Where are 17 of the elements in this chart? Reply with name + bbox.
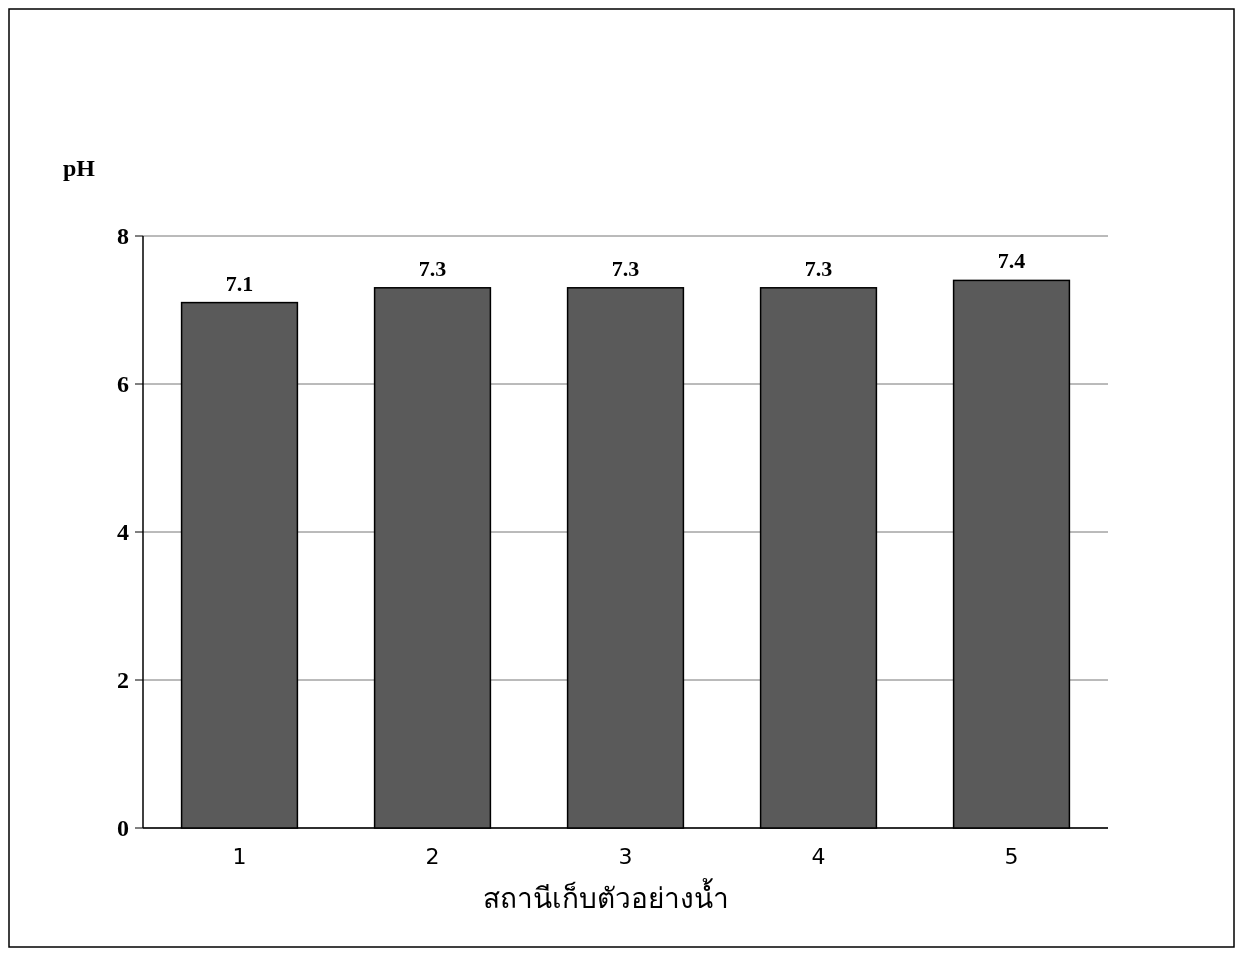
x-tick-label: 4 bbox=[811, 844, 826, 869]
y-tick-label: 0 bbox=[117, 815, 129, 842]
y-tick-label: 8 bbox=[117, 223, 129, 250]
data-label: 7.1 bbox=[225, 270, 254, 296]
x-axis-title: สถานีเก็บตัวอย่างน้ำ bbox=[482, 878, 729, 915]
x-tick-label: 2 bbox=[425, 844, 440, 869]
y-tick-label: 4 bbox=[117, 519, 129, 546]
x-tick-label: 1 bbox=[232, 844, 247, 869]
y-tick-label: 6 bbox=[117, 371, 129, 398]
data-label: 7.3 bbox=[804, 255, 833, 281]
data-label: 7.3 bbox=[418, 255, 447, 281]
x-tick-label: 3 bbox=[618, 844, 633, 869]
x-tick-label: 5 bbox=[1004, 844, 1019, 869]
y-tick-label: 2 bbox=[117, 667, 129, 694]
data-label: 7.4 bbox=[997, 248, 1026, 274]
y-axis-title: pH bbox=[63, 155, 96, 181]
data-label: 7.3 bbox=[611, 255, 640, 281]
